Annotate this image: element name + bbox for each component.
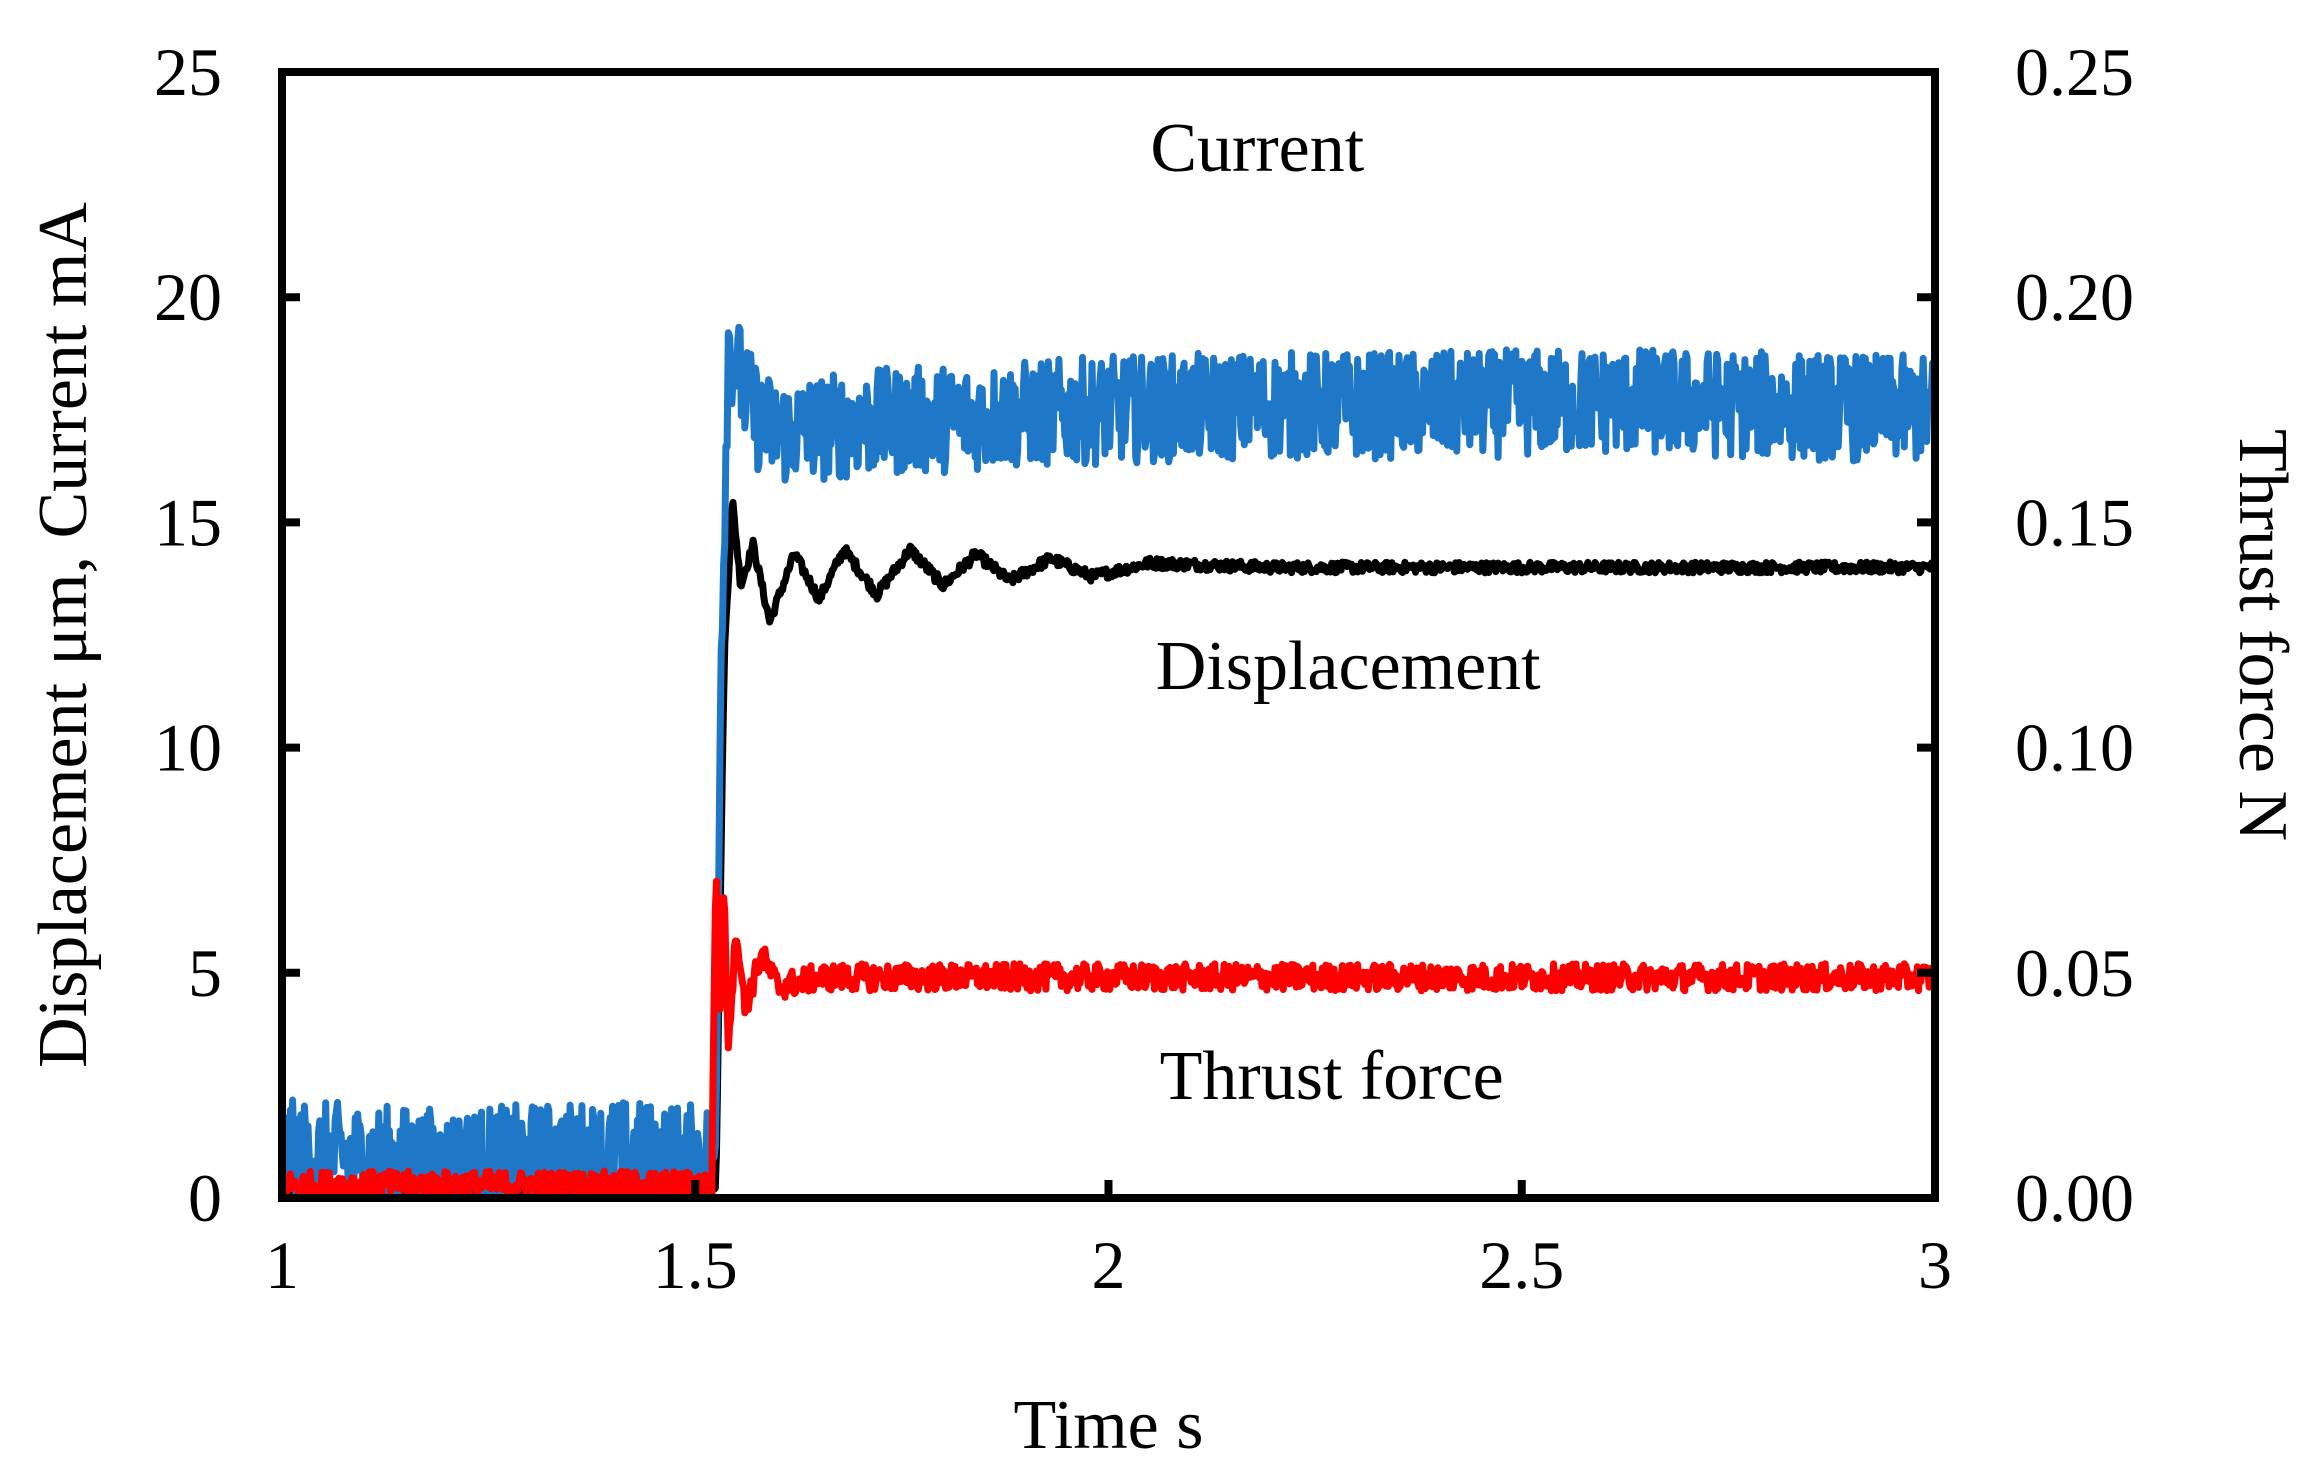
x-tick-label: 2.5	[1479, 1227, 1564, 1303]
x-tick-label: 2	[1092, 1227, 1126, 1303]
labels-layer: 1 1.5 2 2.5 3 0 5 10 15 20 25 0.00 0.05 0.10 0.15 0.20 0…	[154, 34, 2134, 1303]
x-tick-label: 3	[1918, 1227, 1952, 1303]
y2-tick-label: 0.05	[2015, 935, 2134, 1011]
y2-tick-label: 0.20	[2015, 259, 2134, 335]
y2-tick-label: 0.25	[2015, 34, 2134, 110]
y-tick-label: 20	[154, 259, 222, 335]
x-axis-title: Time s	[1013, 1387, 1203, 1464]
x-tick-label: 1	[265, 1227, 299, 1303]
series-layer	[278, 323, 1939, 1202]
series-line-displacement	[278, 499, 1938, 1198]
annotation-thrust-force: Thrust force	[1160, 1038, 1504, 1115]
y2-tick-label: 0.10	[2015, 710, 2134, 786]
y-tick-label: 15	[154, 484, 222, 560]
y2-tick-label: 0.00	[2015, 1160, 2134, 1236]
y-tick-label: 10	[154, 710, 222, 786]
series-line-current	[278, 323, 1939, 1202]
y-tick-label: 5	[188, 935, 222, 1011]
annotation-current: Current	[1150, 110, 1364, 187]
y2-tick-label: 0.15	[2015, 484, 2134, 560]
annotation-displacement: Displacement	[1156, 628, 1541, 705]
plot-frame	[278, 68, 1939, 1202]
y-tick-label: 25	[154, 34, 222, 110]
ticks-layer	[278, 68, 1939, 1202]
y2-axis-title: Thrust force N	[2224, 429, 2301, 841]
series-line-thrust-force	[279, 877, 1939, 1202]
y-tick-label: 0	[188, 1160, 222, 1236]
y-axis-title: Displacement μm, Current mA	[25, 202, 102, 1068]
x-tick-label: 1.5	[653, 1227, 738, 1303]
